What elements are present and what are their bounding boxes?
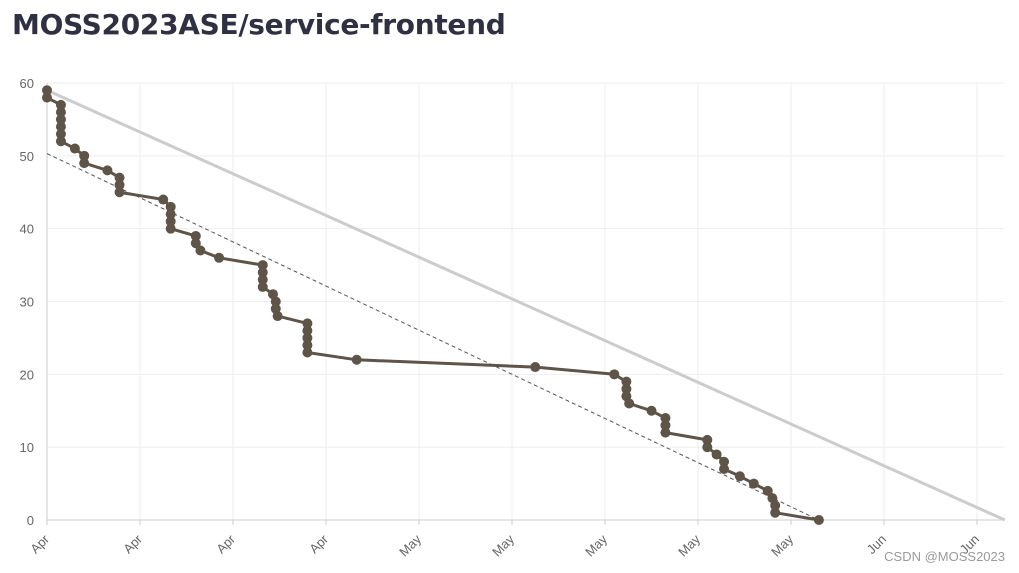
x-tick-label: Apr <box>27 531 52 556</box>
y-tick-label: 10 <box>20 440 34 455</box>
actual-point <box>190 230 201 241</box>
actual-point <box>609 369 620 380</box>
actual-point <box>195 245 206 256</box>
actual-point <box>42 85 52 96</box>
y-tick-label: 30 <box>20 295 34 310</box>
actual-point <box>55 121 66 132</box>
actual-point <box>719 464 730 475</box>
actual-point <box>302 340 313 351</box>
actual-point <box>621 383 632 394</box>
actual-point <box>711 449 722 460</box>
actual-point <box>79 158 90 169</box>
actual-point <box>770 507 781 518</box>
x-tick-label: Apr <box>213 531 238 556</box>
actual-point <box>302 318 313 329</box>
actual-point <box>624 398 635 409</box>
actual-point <box>302 325 313 336</box>
y-tick-labels: 0 10 20 30 40 50 60 <box>20 76 34 528</box>
y-tick-label: 50 <box>20 149 34 164</box>
y-tick-label: 20 <box>20 367 34 382</box>
x-tick-label: May <box>489 531 517 559</box>
actual-point <box>272 311 283 322</box>
actual-point <box>257 267 268 278</box>
actual-point <box>351 354 362 365</box>
actual-point <box>530 362 541 373</box>
grid-lines <box>47 82 1004 520</box>
watermark: CSDN @MOSS2023 <box>884 549 1005 564</box>
trend-line <box>46 153 820 521</box>
y-tick-label: 60 <box>20 76 34 91</box>
actual-point <box>660 420 671 431</box>
actual-point <box>165 223 176 234</box>
actual-point <box>302 347 313 358</box>
actual-point <box>114 187 125 198</box>
actual-point <box>55 136 66 147</box>
actual-point <box>55 128 66 139</box>
actual-point <box>734 471 745 482</box>
ideal-line <box>46 88 1006 522</box>
actual-point <box>79 150 90 161</box>
actual-point <box>762 485 773 496</box>
actual-point <box>813 515 824 525</box>
x-tick-label: May <box>675 531 703 559</box>
x-tick-label: May <box>582 531 610 559</box>
actual-point <box>646 405 657 416</box>
actual-point <box>190 238 201 249</box>
x-tick-label: Apr <box>120 531 145 556</box>
series <box>42 85 1006 525</box>
actual-point <box>621 376 632 387</box>
actual-point <box>257 281 268 292</box>
actual-point <box>748 478 759 489</box>
actual-point <box>102 165 113 176</box>
x-tick-label: Apr <box>306 531 331 556</box>
actual-point <box>42 92 52 103</box>
actual-point <box>214 252 225 263</box>
actual-point <box>719 456 730 467</box>
actual-point <box>55 99 66 110</box>
actual-point <box>55 114 66 125</box>
y-tick-label: 40 <box>20 222 34 237</box>
actual-point <box>158 194 169 205</box>
actual-point <box>702 434 713 445</box>
actual-line <box>45 90 820 522</box>
x-tick-label: May <box>768 531 796 559</box>
actual-point <box>257 274 268 285</box>
actual-point <box>165 209 176 220</box>
actual-point <box>165 201 176 212</box>
actual-point <box>770 500 781 511</box>
actual-point <box>165 216 176 227</box>
x-tick-labels: Apr Apr Apr Apr May May May May May Jun Jun <box>27 531 982 559</box>
actual-point <box>270 296 281 307</box>
actual-point <box>55 107 66 118</box>
actual-point <box>114 179 125 190</box>
actual-point <box>257 260 268 271</box>
y-tick-label: 0 <box>27 513 34 528</box>
actual-point <box>114 172 125 183</box>
actual-point <box>660 427 671 438</box>
actual-point <box>702 442 713 453</box>
page-title: MOSS2023ASE/service-frontend <box>12 8 506 41</box>
x-tick-label: May <box>396 531 424 559</box>
actual-point <box>69 143 80 154</box>
axes <box>46 83 1004 525</box>
actual-point <box>302 332 313 343</box>
actual-point <box>660 413 671 424</box>
